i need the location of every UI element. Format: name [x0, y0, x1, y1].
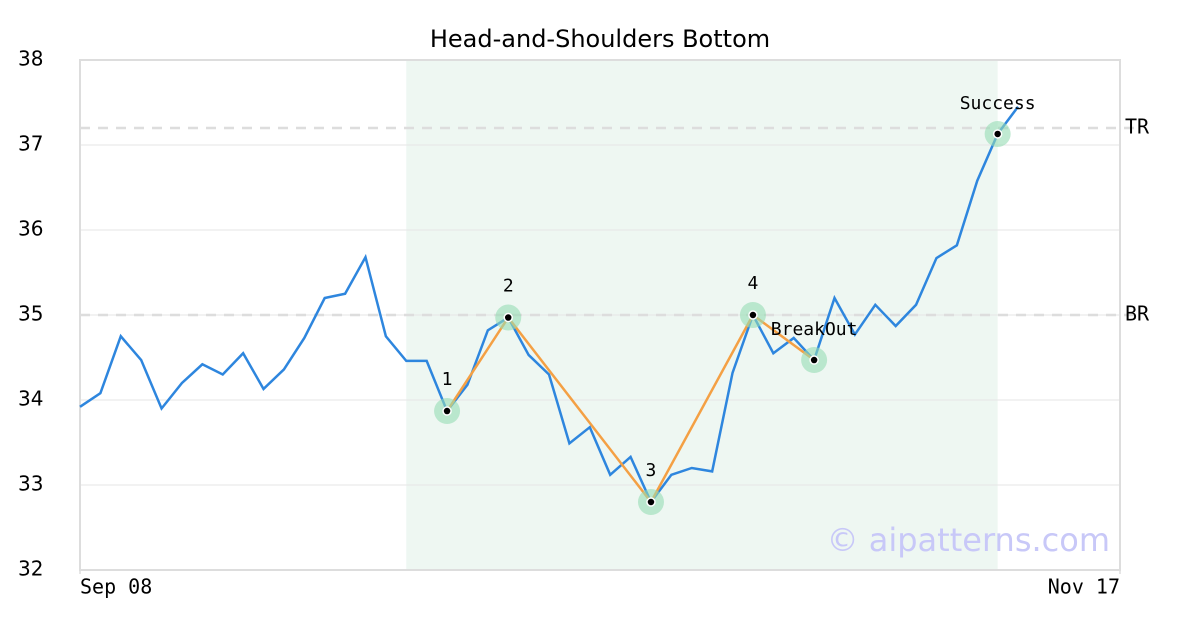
pattern-point — [992, 129, 1003, 139]
chart-title: Head-and-Shoulders Bottom — [430, 25, 770, 53]
y-tick-label: 35 — [18, 302, 43, 326]
y-tick-label: 38 — [18, 47, 43, 71]
point-label: Success — [960, 93, 1036, 114]
point-label: 4 — [748, 273, 759, 294]
y-tick-label: 37 — [18, 132, 43, 156]
pattern-point — [442, 406, 452, 416]
level-label: TR — [1125, 115, 1150, 139]
price-line — [79, 106, 1020, 505]
pattern-point — [503, 312, 513, 323]
watermark: © aipatterns.com — [827, 521, 1110, 559]
y-tick-label: 33 — [18, 472, 43, 496]
y-tick-label: 32 — [18, 557, 43, 581]
point-label: 1 — [442, 369, 453, 390]
x-tick-label: Sep 08 — [80, 575, 152, 599]
point-label: 3 — [646, 460, 657, 481]
y-tick-label: 36 — [18, 217, 43, 241]
pattern-point — [748, 310, 758, 320]
point-label: 2 — [503, 276, 514, 297]
pattern-point — [809, 355, 819, 365]
point-label: BreakOut — [771, 319, 858, 340]
y-tick-label: 34 — [18, 387, 43, 411]
x-tick-label: Nov 17 — [1048, 575, 1120, 599]
pattern-point — [646, 497, 656, 507]
level-label: BR — [1125, 302, 1150, 326]
